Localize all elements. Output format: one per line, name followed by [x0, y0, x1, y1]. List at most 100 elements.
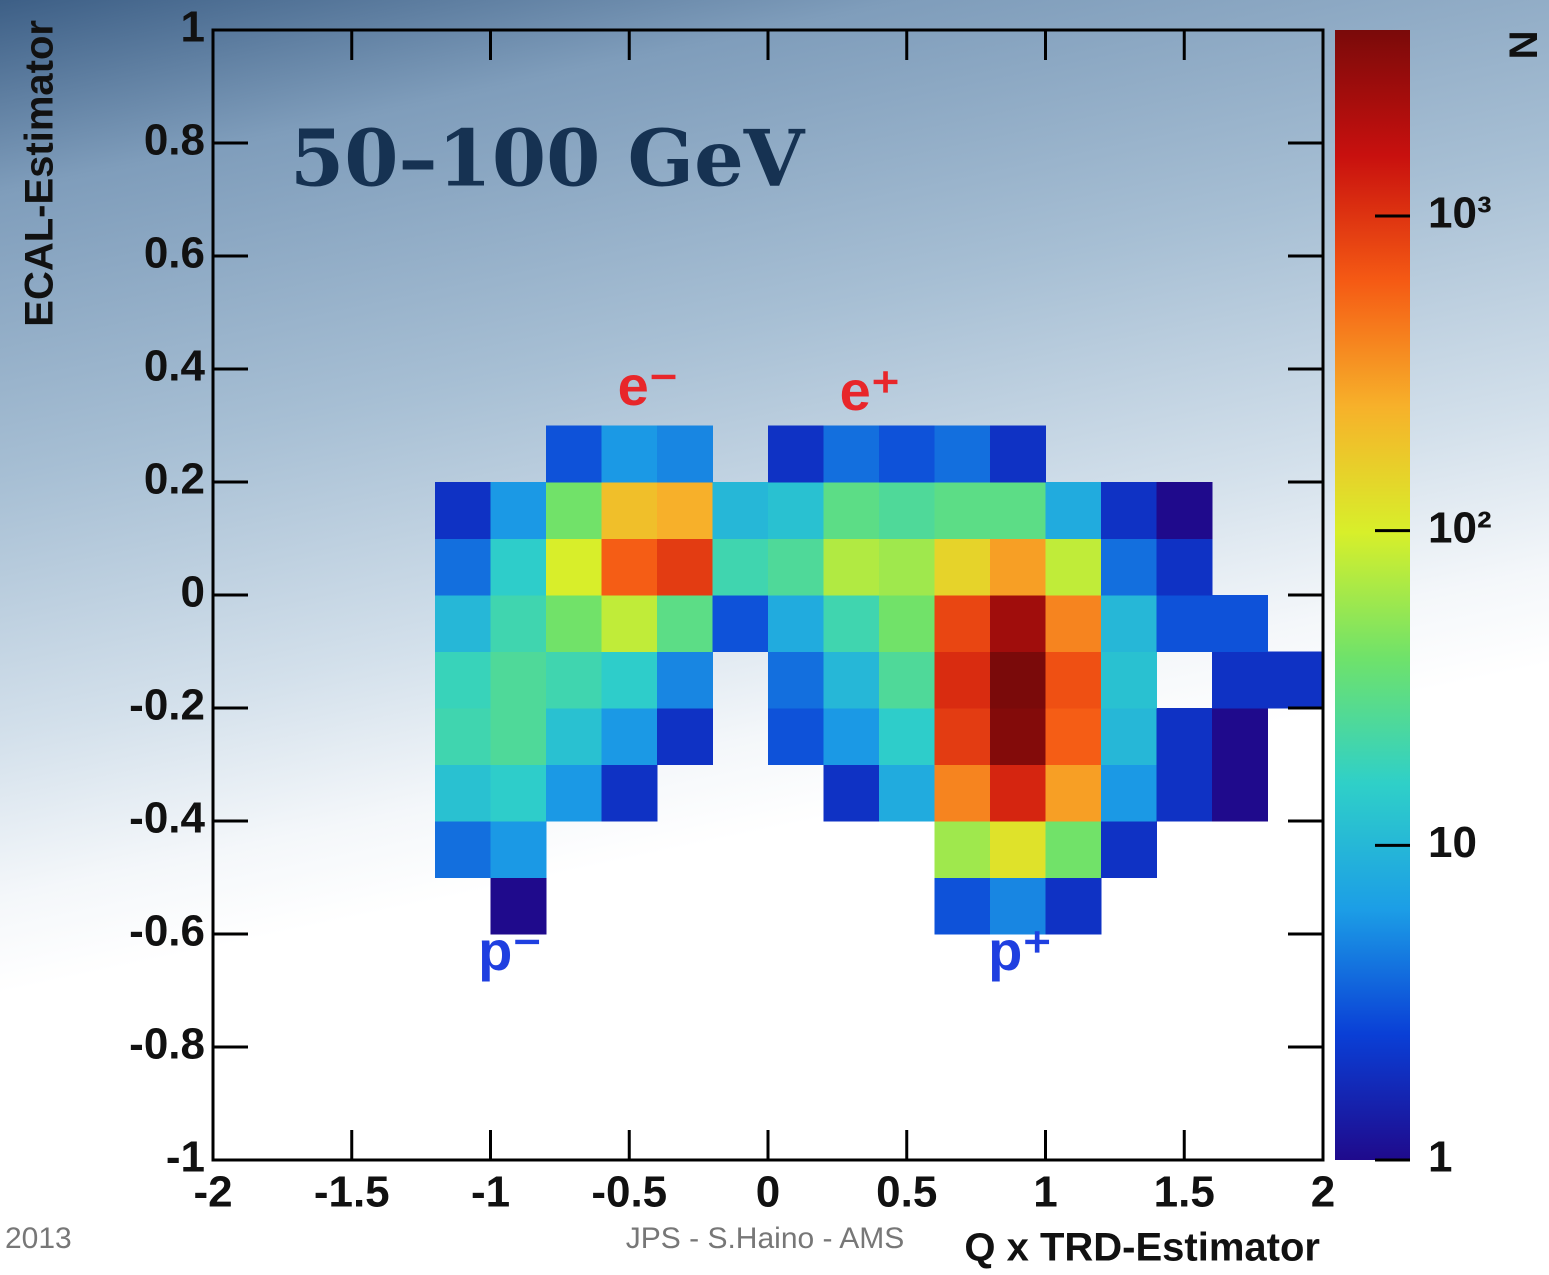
heatmap-cell: [380, 1104, 436, 1161]
heatmap-cell: [269, 934, 325, 991]
heatmap-cell: [768, 482, 824, 539]
heatmap-cell: [934, 708, 991, 765]
heatmap-cell: [601, 651, 658, 709]
heatmap-cell: [879, 87, 935, 144]
heatmap-cell: [935, 1047, 991, 1104]
heatmap-cell: [546, 200, 602, 257]
heatmap-cell: [546, 764, 602, 822]
heatmap-cell: [546, 1047, 602, 1104]
heatmap-cell: [546, 425, 602, 483]
heatmap-cell: [990, 1047, 1046, 1104]
heatmap-cell: [768, 595, 824, 652]
heatmap-cell: [602, 934, 658, 991]
heatmap-cell: [1045, 651, 1102, 709]
heatmap-cell: [1212, 821, 1268, 878]
heatmap-cell: [380, 426, 436, 483]
heatmap-cell: [324, 539, 380, 596]
heatmap-cell: [435, 1047, 491, 1104]
heatmap-cell: [713, 30, 769, 87]
heatmap-cell: [1045, 482, 1102, 539]
heatmap-cell: [601, 538, 658, 596]
heatmap-cell: [935, 87, 991, 144]
heatmap-cell: [879, 764, 935, 822]
heatmap-cell: [934, 877, 991, 935]
heatmap-cell: [1046, 87, 1102, 144]
heatmap-cell: [213, 313, 269, 370]
heatmap-cell: [324, 991, 380, 1048]
heatmap-cell: [768, 878, 824, 935]
heatmap-cell: [935, 200, 991, 257]
heatmap-cell: [435, 1104, 491, 1161]
heatmap-cell: [601, 425, 658, 483]
heatmap-cell: [1046, 143, 1102, 200]
heatmap-cell: [1101, 595, 1157, 652]
heatmap-cell: [324, 256, 380, 313]
heatmap-cell: [657, 425, 713, 483]
heatmap-cell: [657, 765, 713, 822]
heatmap-cell: [713, 1104, 769, 1161]
heatmap-cell: [1212, 878, 1268, 935]
heatmap-cell: [1212, 1104, 1268, 1161]
x-tick-label: 1: [1033, 1168, 1057, 1217]
heatmap-cell: [491, 426, 547, 483]
heatmap-cell: [990, 538, 1046, 596]
heatmap-cell: [935, 143, 991, 200]
heatmap-cell: [491, 1047, 547, 1104]
heatmap-cell: [824, 1104, 880, 1161]
y-axis-title: ECAL-Estimator: [18, 20, 62, 327]
heatmap-cell: [712, 595, 769, 652]
heatmap-cell: [657, 934, 713, 991]
colorbar: [1335, 30, 1410, 1160]
heatmap-cell: [269, 878, 325, 935]
heatmap-cell: [269, 765, 325, 822]
heatmap-cell: [934, 482, 991, 539]
heatmap-cell: [1157, 1047, 1213, 1104]
heatmap-cell: [768, 369, 824, 426]
heatmap-cell: [990, 87, 1046, 144]
heatmap-cell: [1267, 651, 1324, 709]
heatmap-cell: [713, 1047, 769, 1104]
footer-date: 2013: [5, 1222, 72, 1255]
heatmap-cell: [1268, 991, 1324, 1048]
heatmap-cell: [1268, 821, 1324, 878]
heatmap-cell: [1101, 87, 1157, 144]
annotation: p⁻: [478, 919, 542, 982]
heatmap-cell: [1157, 143, 1213, 200]
heatmap-cell: [213, 256, 269, 313]
heatmap-cell: [713, 934, 769, 991]
y-tick-label: 0.4: [144, 342, 206, 391]
heatmap-cell: [602, 991, 658, 1048]
heatmap-cell: [435, 708, 491, 765]
heatmap-cell: [935, 313, 991, 370]
heatmap-cell: [1212, 313, 1268, 370]
heatmap-cell: [269, 200, 325, 257]
x-tick-label: -1: [471, 1168, 510, 1217]
heatmap-cell: [1101, 482, 1157, 539]
heatmap-cell: [1156, 538, 1213, 596]
heatmap-cell: [1157, 991, 1213, 1048]
heatmap-cell: [824, 934, 880, 991]
heatmap-cell: [1046, 991, 1102, 1048]
heatmap-cell: [935, 369, 991, 426]
heatmap-cell: [657, 651, 713, 709]
heatmap-cell: [1101, 1047, 1157, 1104]
heatmap-cell: [1045, 821, 1102, 878]
heatmap-cell: [269, 595, 325, 652]
heatmap-cell: [601, 764, 658, 822]
heatmap-cell: [1268, 313, 1324, 370]
heatmap-cell: [546, 651, 602, 709]
heatmap-cell: [713, 991, 769, 1048]
heatmap-cell: [1157, 821, 1213, 878]
heatmap-cell: [879, 256, 935, 313]
heatmap-cell: [713, 369, 769, 426]
heatmap-cell: [1212, 991, 1268, 1048]
heatmap-cell: [546, 30, 602, 87]
heatmap-cell: [213, 991, 269, 1048]
heatmap-cell: [435, 538, 491, 596]
heatmap-cell: [879, 708, 935, 765]
heatmap-cell: [213, 595, 269, 652]
heatmap-cell: [546, 708, 602, 765]
heatmap-cell: [1101, 764, 1157, 822]
heatmap-cell: [601, 708, 658, 765]
heatmap-cell: [990, 1104, 1046, 1161]
